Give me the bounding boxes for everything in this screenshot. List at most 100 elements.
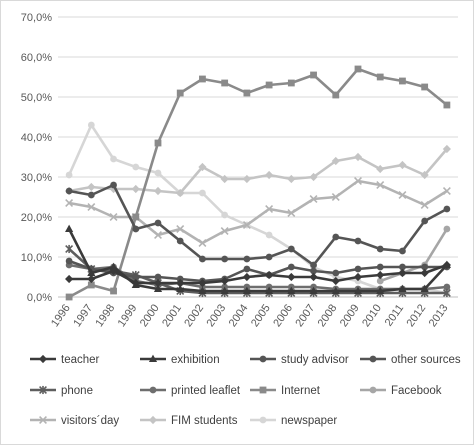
series-line xyxy=(65,121,451,297)
data-point xyxy=(265,270,274,280)
data-point xyxy=(442,187,451,195)
x-tick-label: 1997 xyxy=(71,302,95,329)
data-point xyxy=(398,191,407,199)
data-point xyxy=(369,355,377,363)
data-point xyxy=(199,255,206,263)
data-point xyxy=(221,211,229,219)
data-point xyxy=(265,231,273,239)
legend-label: phone xyxy=(61,385,93,397)
x-tick-label: 2002 xyxy=(182,302,206,329)
data-point xyxy=(331,286,340,295)
legend-label: FIM students xyxy=(171,415,238,427)
y-tick-label: 40,0% xyxy=(21,132,52,144)
series-path xyxy=(68,148,448,195)
data-point xyxy=(153,284,163,293)
legend-label: visitors´day xyxy=(61,415,119,427)
data-point xyxy=(242,286,251,295)
legend-label: study advisor xyxy=(281,354,349,366)
series-line xyxy=(65,260,451,288)
data-point xyxy=(331,276,340,286)
data-point xyxy=(332,233,340,241)
data-point xyxy=(265,81,273,89)
x-tick-label: 2008 xyxy=(316,302,340,329)
y-tick-label: 60,0% xyxy=(21,52,52,64)
data-point xyxy=(287,272,296,282)
x-tick-label: 2011 xyxy=(383,302,406,328)
data-point xyxy=(149,386,157,394)
data-point xyxy=(39,385,47,395)
data-point xyxy=(243,265,251,273)
data-point xyxy=(109,266,118,276)
series-path xyxy=(68,179,448,245)
x-axis-ticks: 1996199719981999200020012002200320042005… xyxy=(49,302,451,329)
data-point xyxy=(221,255,229,263)
data-point xyxy=(309,286,318,295)
data-point xyxy=(110,287,117,295)
data-point xyxy=(109,262,118,271)
data-point xyxy=(39,416,47,424)
data-point xyxy=(132,273,140,281)
data-point xyxy=(132,213,140,221)
data-point xyxy=(310,71,317,79)
legend: teacher exhibition study advisor other sour… xyxy=(30,354,461,427)
y-axis-ticks: 0,0% 10,0% 20,0% 30,0% 40,0% 50,0% 60,0% 70,0% xyxy=(21,12,52,304)
data-point xyxy=(354,65,362,73)
data-point xyxy=(87,121,95,129)
data-point xyxy=(398,268,407,278)
x-tick-label: 2012 xyxy=(405,302,429,329)
data-point xyxy=(220,227,229,235)
data-point xyxy=(153,186,163,196)
data-point xyxy=(131,184,140,194)
data-point xyxy=(376,270,385,280)
legend-item: other sources xyxy=(360,354,461,366)
data-point xyxy=(332,269,340,277)
legend-label: teacher xyxy=(61,354,100,366)
legend-item: phone xyxy=(30,385,93,397)
data-point xyxy=(287,286,296,295)
data-point xyxy=(242,221,251,229)
data-point xyxy=(259,416,267,424)
series-path xyxy=(67,228,448,293)
data-point xyxy=(310,267,317,275)
data-point xyxy=(287,245,295,253)
data-point xyxy=(376,245,384,253)
data-point xyxy=(154,231,162,239)
data-point xyxy=(287,263,295,271)
data-point xyxy=(265,253,273,261)
series-path xyxy=(68,248,447,295)
data-point xyxy=(443,101,451,109)
y-tick-label: 30,0% xyxy=(21,172,52,184)
data-point xyxy=(132,225,140,233)
data-point xyxy=(443,205,451,213)
data-point xyxy=(443,225,451,233)
data-point xyxy=(265,286,274,295)
data-point xyxy=(176,89,184,97)
data-point xyxy=(398,284,407,293)
data-point xyxy=(309,172,318,182)
data-point xyxy=(220,174,229,184)
data-point xyxy=(199,75,206,83)
data-point xyxy=(442,260,451,270)
series-line xyxy=(65,144,451,198)
data-point xyxy=(421,263,429,271)
data-point xyxy=(221,79,229,87)
data-point xyxy=(110,155,117,163)
data-point xyxy=(87,182,96,192)
data-point xyxy=(198,278,207,288)
data-point xyxy=(376,181,385,189)
data-point xyxy=(154,139,162,147)
y-tick-label: 70,0% xyxy=(21,12,52,24)
data-point xyxy=(421,83,429,91)
series-line xyxy=(65,257,451,285)
data-point xyxy=(198,162,207,172)
y-tick-label: 20,0% xyxy=(21,212,52,224)
data-point xyxy=(353,286,363,295)
data-point xyxy=(220,286,229,295)
data-point xyxy=(259,386,267,394)
data-point xyxy=(265,205,274,213)
data-point xyxy=(87,281,95,289)
legend-label: other sources xyxy=(391,354,461,366)
data-point xyxy=(287,79,295,87)
legend-label: newspaper xyxy=(281,415,337,427)
